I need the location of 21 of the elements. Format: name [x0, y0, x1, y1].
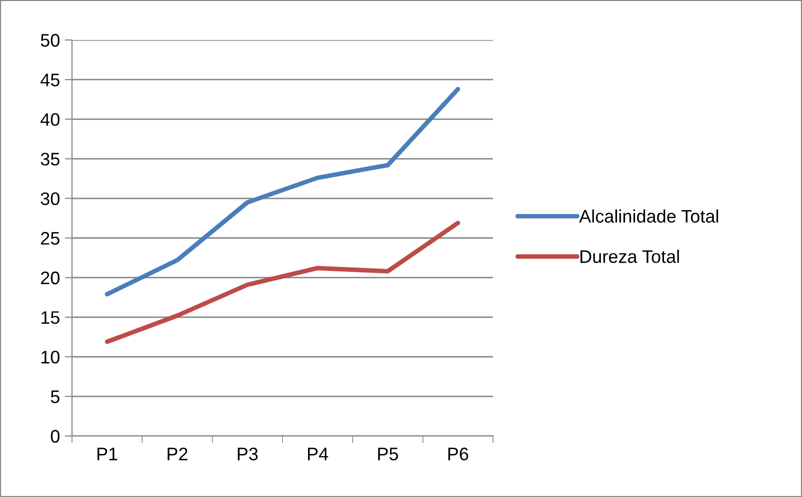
- x-tick-label: P6: [448, 448, 468, 460]
- y-tick-label: 15: [41, 311, 60, 324]
- line-series: [104, 220, 460, 344]
- x-tick-label: P5: [378, 448, 398, 460]
- legend-label: Alcalinidade Total: [579, 209, 718, 223]
- line-series: [104, 86, 460, 296]
- legend-label: Dureza Total: [580, 250, 679, 263]
- y-tick-label: 40: [40, 113, 60, 126]
- y-tick-label: 45: [40, 74, 60, 86]
- y-tick-label: 10: [41, 350, 60, 364]
- x-tick-label: P2: [168, 448, 188, 460]
- x-tick-label: P1: [98, 448, 118, 460]
- y-tick-label: 20: [41, 272, 60, 284]
- y-tick-label: 25: [41, 232, 60, 245]
- y-tick-label: 30: [40, 192, 60, 206]
- y-tick-label: 5: [50, 390, 60, 404]
- y-tick-label: 50: [40, 34, 60, 47]
- x-tick-label: P4: [308, 448, 328, 460]
- y-tick-label: 0: [50, 430, 60, 443]
- y-tick-label: 35: [40, 152, 60, 166]
- x-tick-label: P3: [238, 448, 258, 460]
